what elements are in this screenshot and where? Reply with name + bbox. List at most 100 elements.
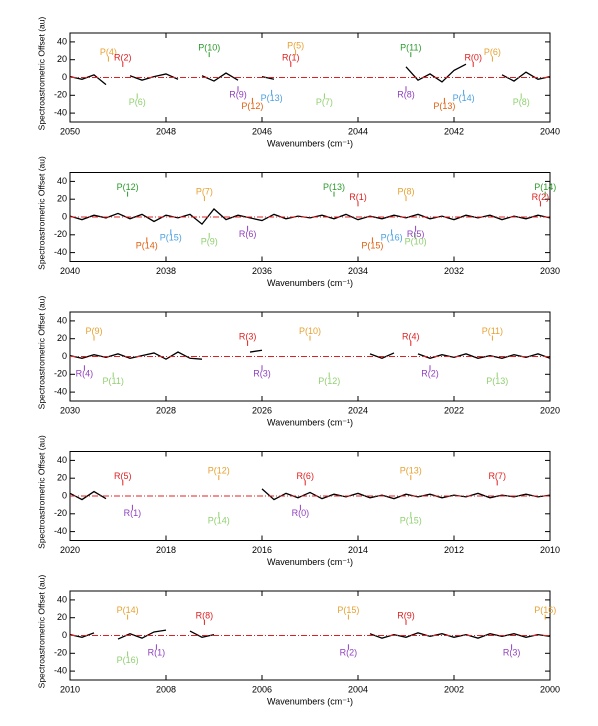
annotation: P(6) xyxy=(129,97,146,107)
panel: -40 -20 0 20 40 2020 2018 2016 2014 2012 2010 Waven… xyxy=(36,435,560,567)
annotation: P(8) xyxy=(397,186,414,196)
y-tick-label: -40 xyxy=(54,247,67,257)
x-tick-label: 2002 xyxy=(444,684,464,694)
annotation: P(11) xyxy=(400,43,421,53)
x-tick-label: 2034 xyxy=(348,266,368,276)
annotation: P(5) xyxy=(287,41,304,51)
y-tick-label: -20 xyxy=(54,508,67,518)
x-tick-label: 2032 xyxy=(444,266,464,276)
data-line xyxy=(69,629,551,640)
annotation: P(13) xyxy=(323,182,345,192)
annotation: P(14) xyxy=(453,93,475,103)
annotation: P(15) xyxy=(400,515,422,525)
annotation: R(4) xyxy=(76,369,94,379)
y-axis-label: Spectroastrometric Offset (au) xyxy=(36,295,46,409)
x-tick-label: 2020 xyxy=(60,545,80,555)
annotation: R(6) xyxy=(296,471,314,481)
x-tick-label: 2022 xyxy=(444,405,464,415)
annotation: R(0) xyxy=(292,508,310,518)
x-tick-label: 2044 xyxy=(348,126,368,136)
data-line xyxy=(69,63,551,86)
annotation: P(14) xyxy=(117,605,139,615)
y-axis-label: Spectroastrometric Offset (au) xyxy=(36,16,46,130)
x-tick-label: 2030 xyxy=(60,405,80,415)
x-tick-label: 2024 xyxy=(348,405,368,415)
annotation: R(9) xyxy=(229,90,247,100)
x-tick-label: 2010 xyxy=(60,684,80,694)
x-tick-label: 2050 xyxy=(60,126,80,136)
x-axis-label: Wavenumbers (cm⁻¹) xyxy=(267,138,353,148)
y-tick-label: -40 xyxy=(54,526,67,536)
y-tick-label: 20 xyxy=(57,612,67,622)
annotation: P(6) xyxy=(484,47,501,57)
x-tick-label: 2040 xyxy=(60,266,80,276)
y-tick-label: 0 xyxy=(62,351,67,361)
annotation: P(13) xyxy=(400,465,422,475)
annotation: P(15) xyxy=(337,605,359,615)
x-tick-label: 2004 xyxy=(348,684,368,694)
x-tick-label: 2010 xyxy=(540,545,560,555)
y-tick-label: -20 xyxy=(54,229,67,239)
y-tick-label: -40 xyxy=(54,107,67,117)
annotation: P(16) xyxy=(381,233,403,243)
y-tick-label: 20 xyxy=(57,194,67,204)
x-tick-label: 2042 xyxy=(444,126,464,136)
x-tick-label: 2028 xyxy=(156,405,176,415)
annotation: R(1) xyxy=(349,192,367,202)
y-tick-label: 20 xyxy=(57,333,67,343)
panel: -40 -20 0 20 40 2030 2028 2026 2024 2022 2020 Waven… xyxy=(36,295,560,427)
x-tick-label: 2026 xyxy=(252,405,272,415)
annotation: R(0) xyxy=(464,52,482,62)
x-tick-label: 2012 xyxy=(444,545,464,555)
x-tick-label: 2006 xyxy=(252,684,272,694)
x-tick-label: 2038 xyxy=(156,266,176,276)
annotation: R(9) xyxy=(397,610,415,620)
x-tick-label: 2036 xyxy=(252,266,272,276)
y-tick-label: 40 xyxy=(57,455,67,465)
x-tick-label: 2016 xyxy=(252,545,272,555)
y-axis-label: Spectroastrometric Offset (au) xyxy=(36,435,46,549)
y-tick-label: 0 xyxy=(62,211,67,221)
annotation: R(5) xyxy=(114,471,132,481)
x-tick-label: 2030 xyxy=(540,266,560,276)
data-line xyxy=(69,208,551,226)
x-tick-label: 2046 xyxy=(252,126,272,136)
annotation: P(12) xyxy=(208,465,230,475)
y-axis-label: Spectroastrometric Offset (au) xyxy=(36,574,46,688)
annotation: P(13) xyxy=(261,93,283,103)
x-tick-label: 2040 xyxy=(540,126,560,136)
annotation: R(3) xyxy=(239,331,257,341)
annotation: R(2) xyxy=(532,192,550,202)
panel: -40 -20 0 20 40 2010 2008 2006 2004 2002 2000 Waven… xyxy=(36,574,560,706)
y-tick-label: 40 xyxy=(57,594,67,604)
x-axis-label: Wavenumbers (cm⁻¹) xyxy=(267,696,353,706)
y-tick-label: 40 xyxy=(57,36,67,46)
x-tick-label: 2000 xyxy=(540,684,560,694)
data-line xyxy=(69,349,551,360)
annotation: P(13) xyxy=(486,376,508,386)
y-tick-label: -20 xyxy=(54,369,67,379)
x-tick-label: 2008 xyxy=(156,684,176,694)
y-axis-label: Spectroastrometric Offset (au) xyxy=(36,156,46,270)
annotation: R(2) xyxy=(340,648,358,658)
y-tick-label: -20 xyxy=(54,648,67,658)
annotation: R(1) xyxy=(282,52,300,62)
y-tick-label: -20 xyxy=(54,90,67,100)
annotation: R(2) xyxy=(114,52,132,62)
data-line xyxy=(69,488,551,501)
annotation: P(14) xyxy=(534,182,556,192)
y-tick-label: 40 xyxy=(57,176,67,186)
annotation: R(8) xyxy=(196,610,214,620)
annotation: P(15) xyxy=(160,233,182,243)
annotation: P(16) xyxy=(534,605,556,615)
annotation: P(12) xyxy=(117,182,139,192)
annotation: R(6) xyxy=(239,229,257,239)
annotation: P(15) xyxy=(361,241,383,251)
annotation: R(2) xyxy=(421,369,439,379)
x-axis-label: Wavenumbers (cm⁻¹) xyxy=(267,557,353,567)
annotation: P(12) xyxy=(241,101,263,111)
y-tick-label: 0 xyxy=(62,630,67,640)
